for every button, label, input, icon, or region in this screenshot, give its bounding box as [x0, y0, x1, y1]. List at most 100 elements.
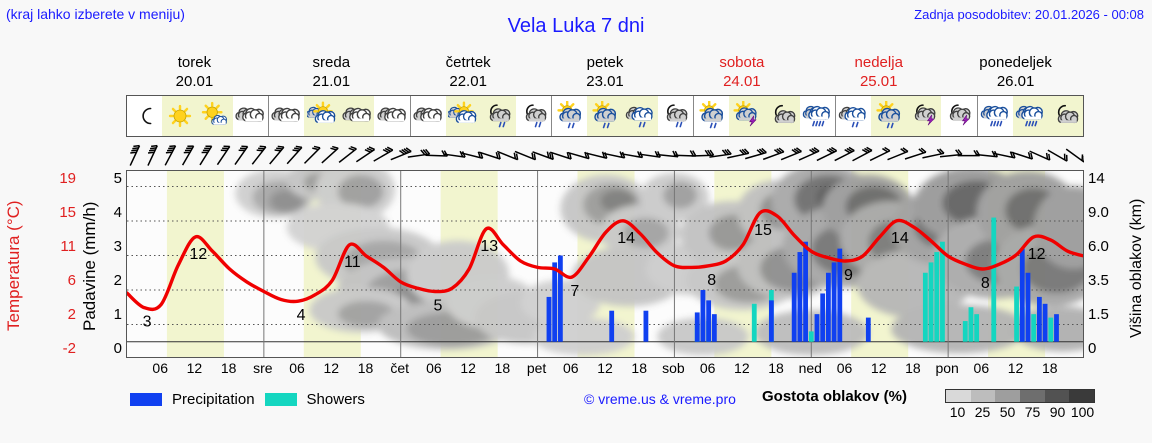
day-name: sreda	[312, 54, 351, 71]
temperature-tick: 19	[59, 170, 76, 187]
cloud-density-step	[1020, 390, 1045, 402]
copyright-link[interactable]: © vreme.us & vreme.pro	[584, 391, 736, 407]
wind-barb	[869, 146, 891, 162]
day-name: nedelja	[854, 54, 903, 71]
temperature-tick: 2	[67, 306, 76, 323]
temperature-axis-ticks: 19 15 11 6 2 -2	[30, 164, 76, 364]
cloudy-icon	[342, 101, 372, 131]
cloud-density-step	[995, 390, 1021, 402]
wind-barb	[514, 150, 537, 161]
time-tick: čet	[390, 360, 410, 376]
cloud-density-tick: 90	[1049, 404, 1066, 420]
weather-icon-cell	[800, 96, 835, 136]
cloud-height-tick: 3.5	[1088, 272, 1109, 289]
weather-icon-row	[126, 95, 1084, 137]
weather-icon-cell	[658, 96, 693, 136]
day-name: ponedeljek	[979, 54, 1052, 71]
cloud-density-colorbar	[945, 389, 1095, 403]
weather-icon-cell	[976, 96, 1013, 136]
precipitation-axis-ticks: 5 4 3 2 1 0	[100, 164, 122, 364]
sun-cloud-rain-icon	[874, 100, 904, 131]
wind-barb	[816, 146, 838, 162]
cloud-rain-icon	[838, 101, 868, 131]
temperature-label: 13	[480, 238, 498, 255]
weather-icon-cell	[409, 96, 446, 136]
wind-barb	[478, 151, 501, 160]
wind-barb	[1029, 150, 1051, 161]
time-tick: sre	[253, 360, 273, 376]
time-tick: 12	[734, 360, 750, 376]
wind-barb	[321, 145, 339, 164]
precipitation-axis-title: Padavine (mm/h)	[80, 201, 99, 331]
time-tick: 06	[562, 360, 579, 376]
wind-barb	[234, 145, 249, 166]
temperature-label: 11	[344, 254, 361, 271]
day-date: 25.01	[859, 73, 898, 90]
cloudy-icon	[271, 101, 301, 131]
cloudy-icon	[413, 101, 443, 131]
wind-barb	[709, 148, 732, 158]
wind-barb	[251, 145, 267, 165]
time-tick: 18	[494, 360, 511, 376]
showers-swatch	[264, 392, 297, 406]
moon-cloud-rain-icon	[519, 101, 549, 131]
wind-barb	[1011, 151, 1034, 160]
day-name: četrtek	[445, 54, 491, 71]
weather-icon-cell	[622, 96, 658, 136]
last-update-text: Zadnja posodobitev: 20.01.2026 - 00:08	[914, 7, 1144, 22]
wind-barb	[691, 149, 715, 157]
temperature-label: 14	[891, 230, 909, 247]
temperature-label: 3	[143, 314, 152, 331]
wind-barb	[496, 150, 519, 161]
cloud-height-tick: 14	[1088, 170, 1105, 187]
day-header-torek: torek 20.01	[126, 52, 263, 92]
weather-icon-cell	[906, 96, 942, 136]
wind-barb	[762, 147, 785, 161]
wind-barb	[373, 146, 394, 162]
weather-icon-cell	[870, 96, 907, 136]
moon-cloud-rain-icon	[483, 101, 513, 131]
time-tick: 18	[1041, 360, 1058, 376]
time-tick: 12	[186, 360, 203, 376]
precipitation-legend-label: Precipitation	[172, 390, 255, 408]
forecast-plot: 3 12 4 11 5 13 7 14 8 15 9 14 8 12	[126, 170, 1084, 358]
precipitation-tick: 2	[113, 272, 122, 289]
wind-barb-canvas	[129, 144, 1084, 166]
time-tick: 18	[768, 360, 784, 376]
time-tick: ned	[798, 360, 822, 376]
time-tick: pon	[935, 360, 959, 376]
temperature-tick: 15	[59, 204, 76, 221]
time-tick: 18	[905, 360, 921, 376]
wind-barb	[532, 151, 554, 161]
wind-barb	[1065, 148, 1084, 163]
cloud-height-axis-ticks: 14 9.0 6.0 3.5 1.5 0	[1088, 164, 1128, 364]
precipitation-bars	[546, 241, 1059, 342]
wind-barb	[303, 145, 321, 164]
temperature-label: 9	[844, 267, 853, 284]
wind-barb	[199, 145, 213, 166]
cloud-height-tick: 0	[1088, 340, 1097, 357]
moon-cloud-rain-icon	[660, 101, 690, 131]
cloudy-icon	[235, 101, 265, 131]
time-tick: 12	[460, 360, 476, 376]
sun-cloud-thunder-icon	[732, 100, 762, 131]
cloud-heavy-rain-icon	[1015, 101, 1045, 131]
cloud-density-step	[970, 390, 996, 402]
weather-icon-cell	[941, 96, 976, 136]
time-tick: 12	[870, 360, 887, 376]
cloud-height-tick: 6.0	[1088, 238, 1109, 255]
cloud-density-tick: 10	[949, 404, 966, 420]
day-date: 24.01	[723, 73, 761, 90]
day-date: 22.01	[449, 73, 487, 90]
wind-barb	[1047, 149, 1068, 162]
cloudy-icon	[377, 101, 407, 131]
sun-cloud-icon	[447, 101, 478, 131]
weather-icon-cell	[1012, 96, 1048, 136]
day-header-četrtek: četrtek 22.01	[400, 52, 537, 92]
series-legend: Precipitation Showers	[130, 388, 365, 410]
cloud-density-field	[235, 171, 1083, 356]
day-name: torek	[177, 54, 212, 71]
time-tick: pet	[526, 360, 547, 376]
cloud-height-tick: 9.0	[1088, 204, 1109, 221]
wind-barb	[887, 147, 909, 161]
